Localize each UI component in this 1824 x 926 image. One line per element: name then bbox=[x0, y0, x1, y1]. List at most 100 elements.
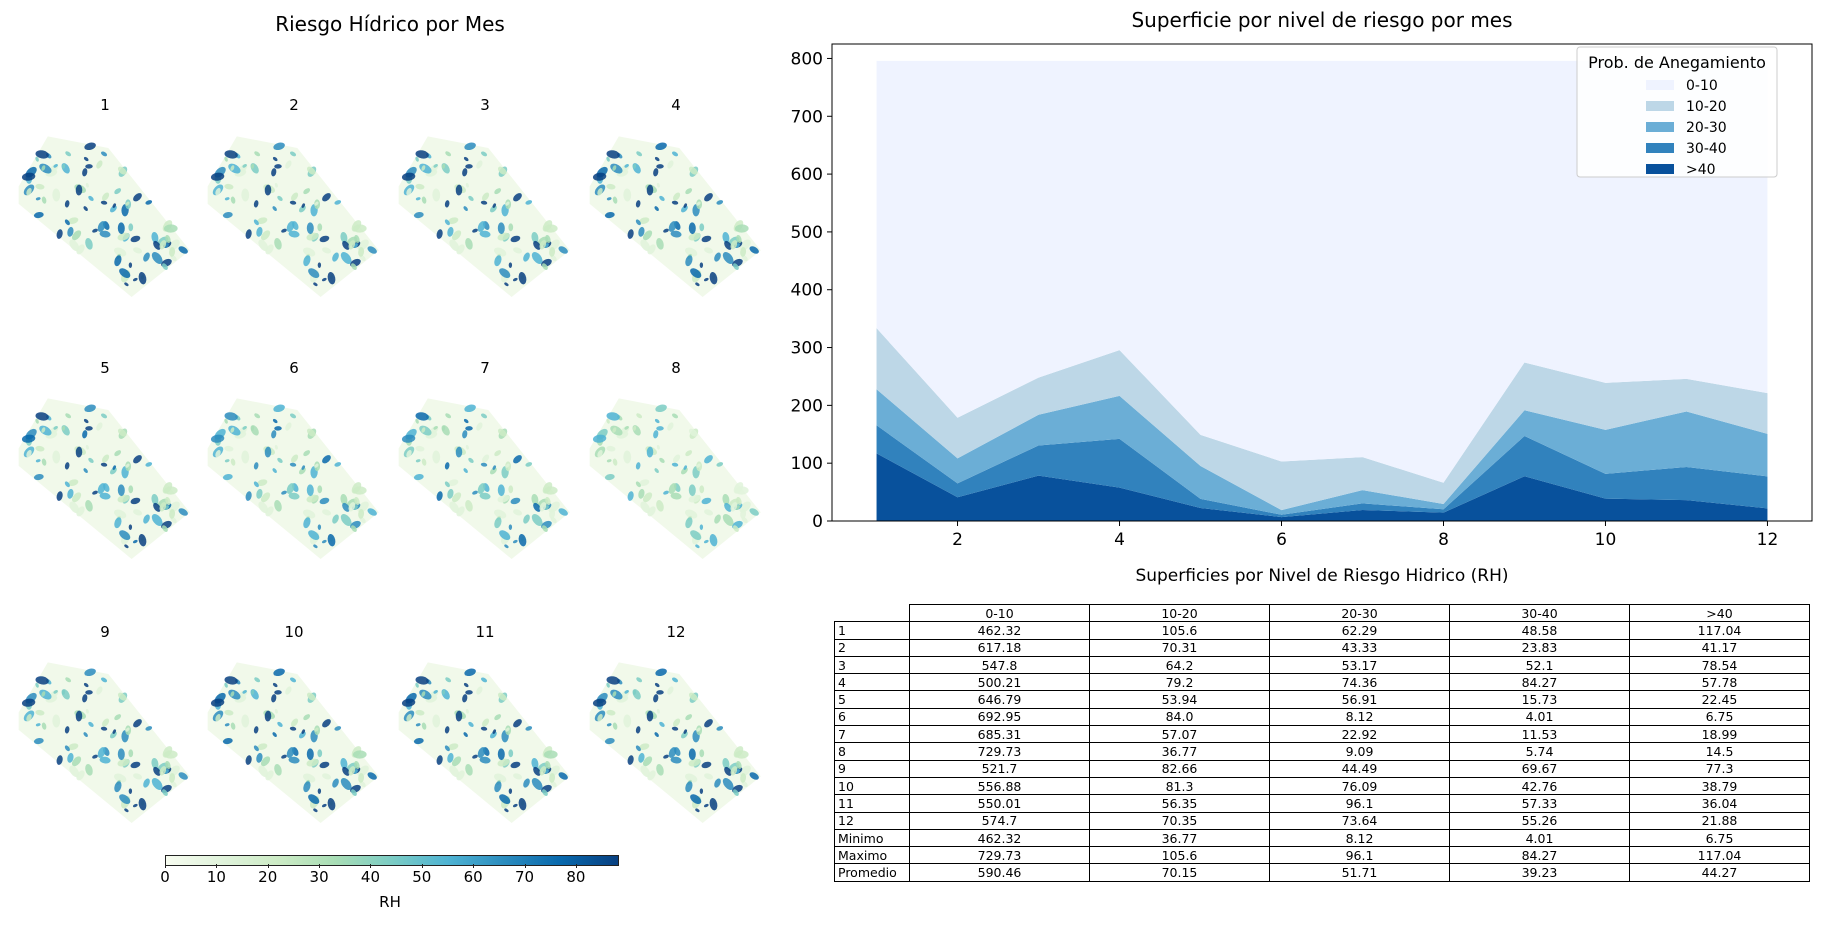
map-patch bbox=[264, 446, 272, 458]
map-patch bbox=[672, 677, 679, 683]
map-patch bbox=[112, 465, 116, 470]
risk-map bbox=[207, 398, 379, 559]
map-patch bbox=[704, 455, 713, 464]
map-patch bbox=[667, 160, 674, 169]
map-patch bbox=[701, 497, 712, 505]
map-patch bbox=[332, 252, 339, 262]
table-row: Promedio 590.46 70.15 51.71 39.23 44.27 bbox=[834, 863, 1810, 882]
map-patch bbox=[85, 238, 93, 250]
map-patch bbox=[321, 803, 327, 808]
map-patch bbox=[241, 450, 250, 464]
table-cell: 39.23 bbox=[1449, 863, 1630, 882]
row-label: 2 bbox=[834, 638, 910, 657]
map-patch bbox=[653, 694, 659, 703]
map-patch bbox=[508, 788, 513, 794]
map-patch bbox=[465, 444, 469, 450]
map-patch bbox=[145, 462, 153, 467]
map-patch bbox=[251, 163, 255, 169]
map-patch bbox=[480, 726, 488, 731]
map-patch bbox=[133, 719, 142, 728]
map-patch bbox=[612, 165, 617, 171]
legend-entry: 10-20 bbox=[1686, 99, 1727, 115]
map-patch bbox=[114, 517, 122, 529]
colorbar bbox=[165, 855, 619, 866]
map-label-month: 10 bbox=[284, 623, 304, 641]
column-header: 0-10 bbox=[909, 603, 1090, 623]
table-cell: 55.26 bbox=[1449, 811, 1630, 830]
map-patch bbox=[84, 404, 96, 413]
map-patch bbox=[124, 282, 129, 287]
map-patch bbox=[289, 200, 297, 205]
map-patch bbox=[317, 262, 322, 268]
map-patch bbox=[253, 200, 259, 208]
map-patch bbox=[685, 517, 693, 529]
map-patch bbox=[444, 726, 450, 734]
map-patch bbox=[83, 682, 89, 688]
map-patch bbox=[84, 142, 96, 151]
map-patch bbox=[260, 756, 271, 767]
y-tick-label: 700 bbox=[791, 107, 823, 127]
legend-swatch bbox=[1646, 122, 1674, 132]
map-patch bbox=[277, 457, 283, 463]
map-patch bbox=[640, 765, 651, 778]
row-label: 8 bbox=[834, 742, 910, 761]
map-patch bbox=[525, 726, 533, 731]
map-patch bbox=[303, 247, 316, 257]
map-patch bbox=[314, 727, 319, 732]
map-patch bbox=[39, 425, 52, 436]
map-patch bbox=[273, 404, 285, 413]
map-patch bbox=[314, 463, 319, 468]
map-patch bbox=[132, 803, 138, 808]
table-cell: 57.07 bbox=[1089, 725, 1270, 744]
map-patch bbox=[117, 484, 125, 497]
table-cell: 685.31 bbox=[909, 725, 1090, 744]
map-patch bbox=[327, 797, 336, 811]
map-patch bbox=[642, 230, 653, 241]
map-patch bbox=[178, 508, 188, 516]
map-patch bbox=[472, 490, 478, 495]
map-patch bbox=[258, 239, 269, 252]
map-patch bbox=[494, 509, 507, 519]
map-patch bbox=[659, 721, 665, 727]
map-patch bbox=[695, 808, 700, 813]
map-patch bbox=[531, 493, 539, 506]
map-patch bbox=[432, 188, 441, 202]
map-patch bbox=[413, 474, 424, 481]
map-patch bbox=[653, 430, 659, 439]
table-cell: 74.36 bbox=[1269, 673, 1450, 692]
map-patch bbox=[224, 676, 238, 685]
map-patch bbox=[33, 212, 44, 219]
map-patch bbox=[406, 714, 412, 722]
table-cell: 646.79 bbox=[909, 690, 1090, 709]
map-patch bbox=[465, 764, 473, 776]
table-cell: 556.88 bbox=[909, 776, 1090, 796]
map-patch bbox=[494, 247, 507, 257]
map-patch bbox=[303, 188, 311, 195]
map-patch bbox=[633, 425, 637, 431]
colorbar-label: RH bbox=[379, 893, 401, 911]
map-patch bbox=[306, 222, 314, 235]
colorbar-tick-mark bbox=[524, 864, 526, 868]
map-patch bbox=[542, 525, 548, 532]
map-patch bbox=[274, 708, 278, 714]
map-patch bbox=[640, 239, 651, 252]
map-patch bbox=[415, 709, 425, 716]
map-patch bbox=[75, 710, 83, 722]
table-row: Maximo 729.73 105.6 96.1 84.27 117.04 bbox=[834, 846, 1810, 865]
map-patch bbox=[340, 252, 352, 264]
map-patch bbox=[303, 450, 311, 457]
map-patch bbox=[655, 142, 667, 151]
map-patch bbox=[406, 450, 412, 458]
map-patch bbox=[351, 789, 357, 796]
map-patch bbox=[52, 714, 61, 728]
map-patch bbox=[497, 748, 505, 761]
map-patch bbox=[56, 229, 63, 239]
map-patch bbox=[306, 692, 316, 701]
map-patch bbox=[260, 230, 271, 241]
map-patch bbox=[69, 501, 80, 514]
map-patch bbox=[145, 200, 153, 205]
map-patch bbox=[482, 454, 490, 463]
map-patch bbox=[52, 188, 61, 202]
map-patch bbox=[462, 430, 468, 439]
map-patch bbox=[654, 156, 660, 162]
